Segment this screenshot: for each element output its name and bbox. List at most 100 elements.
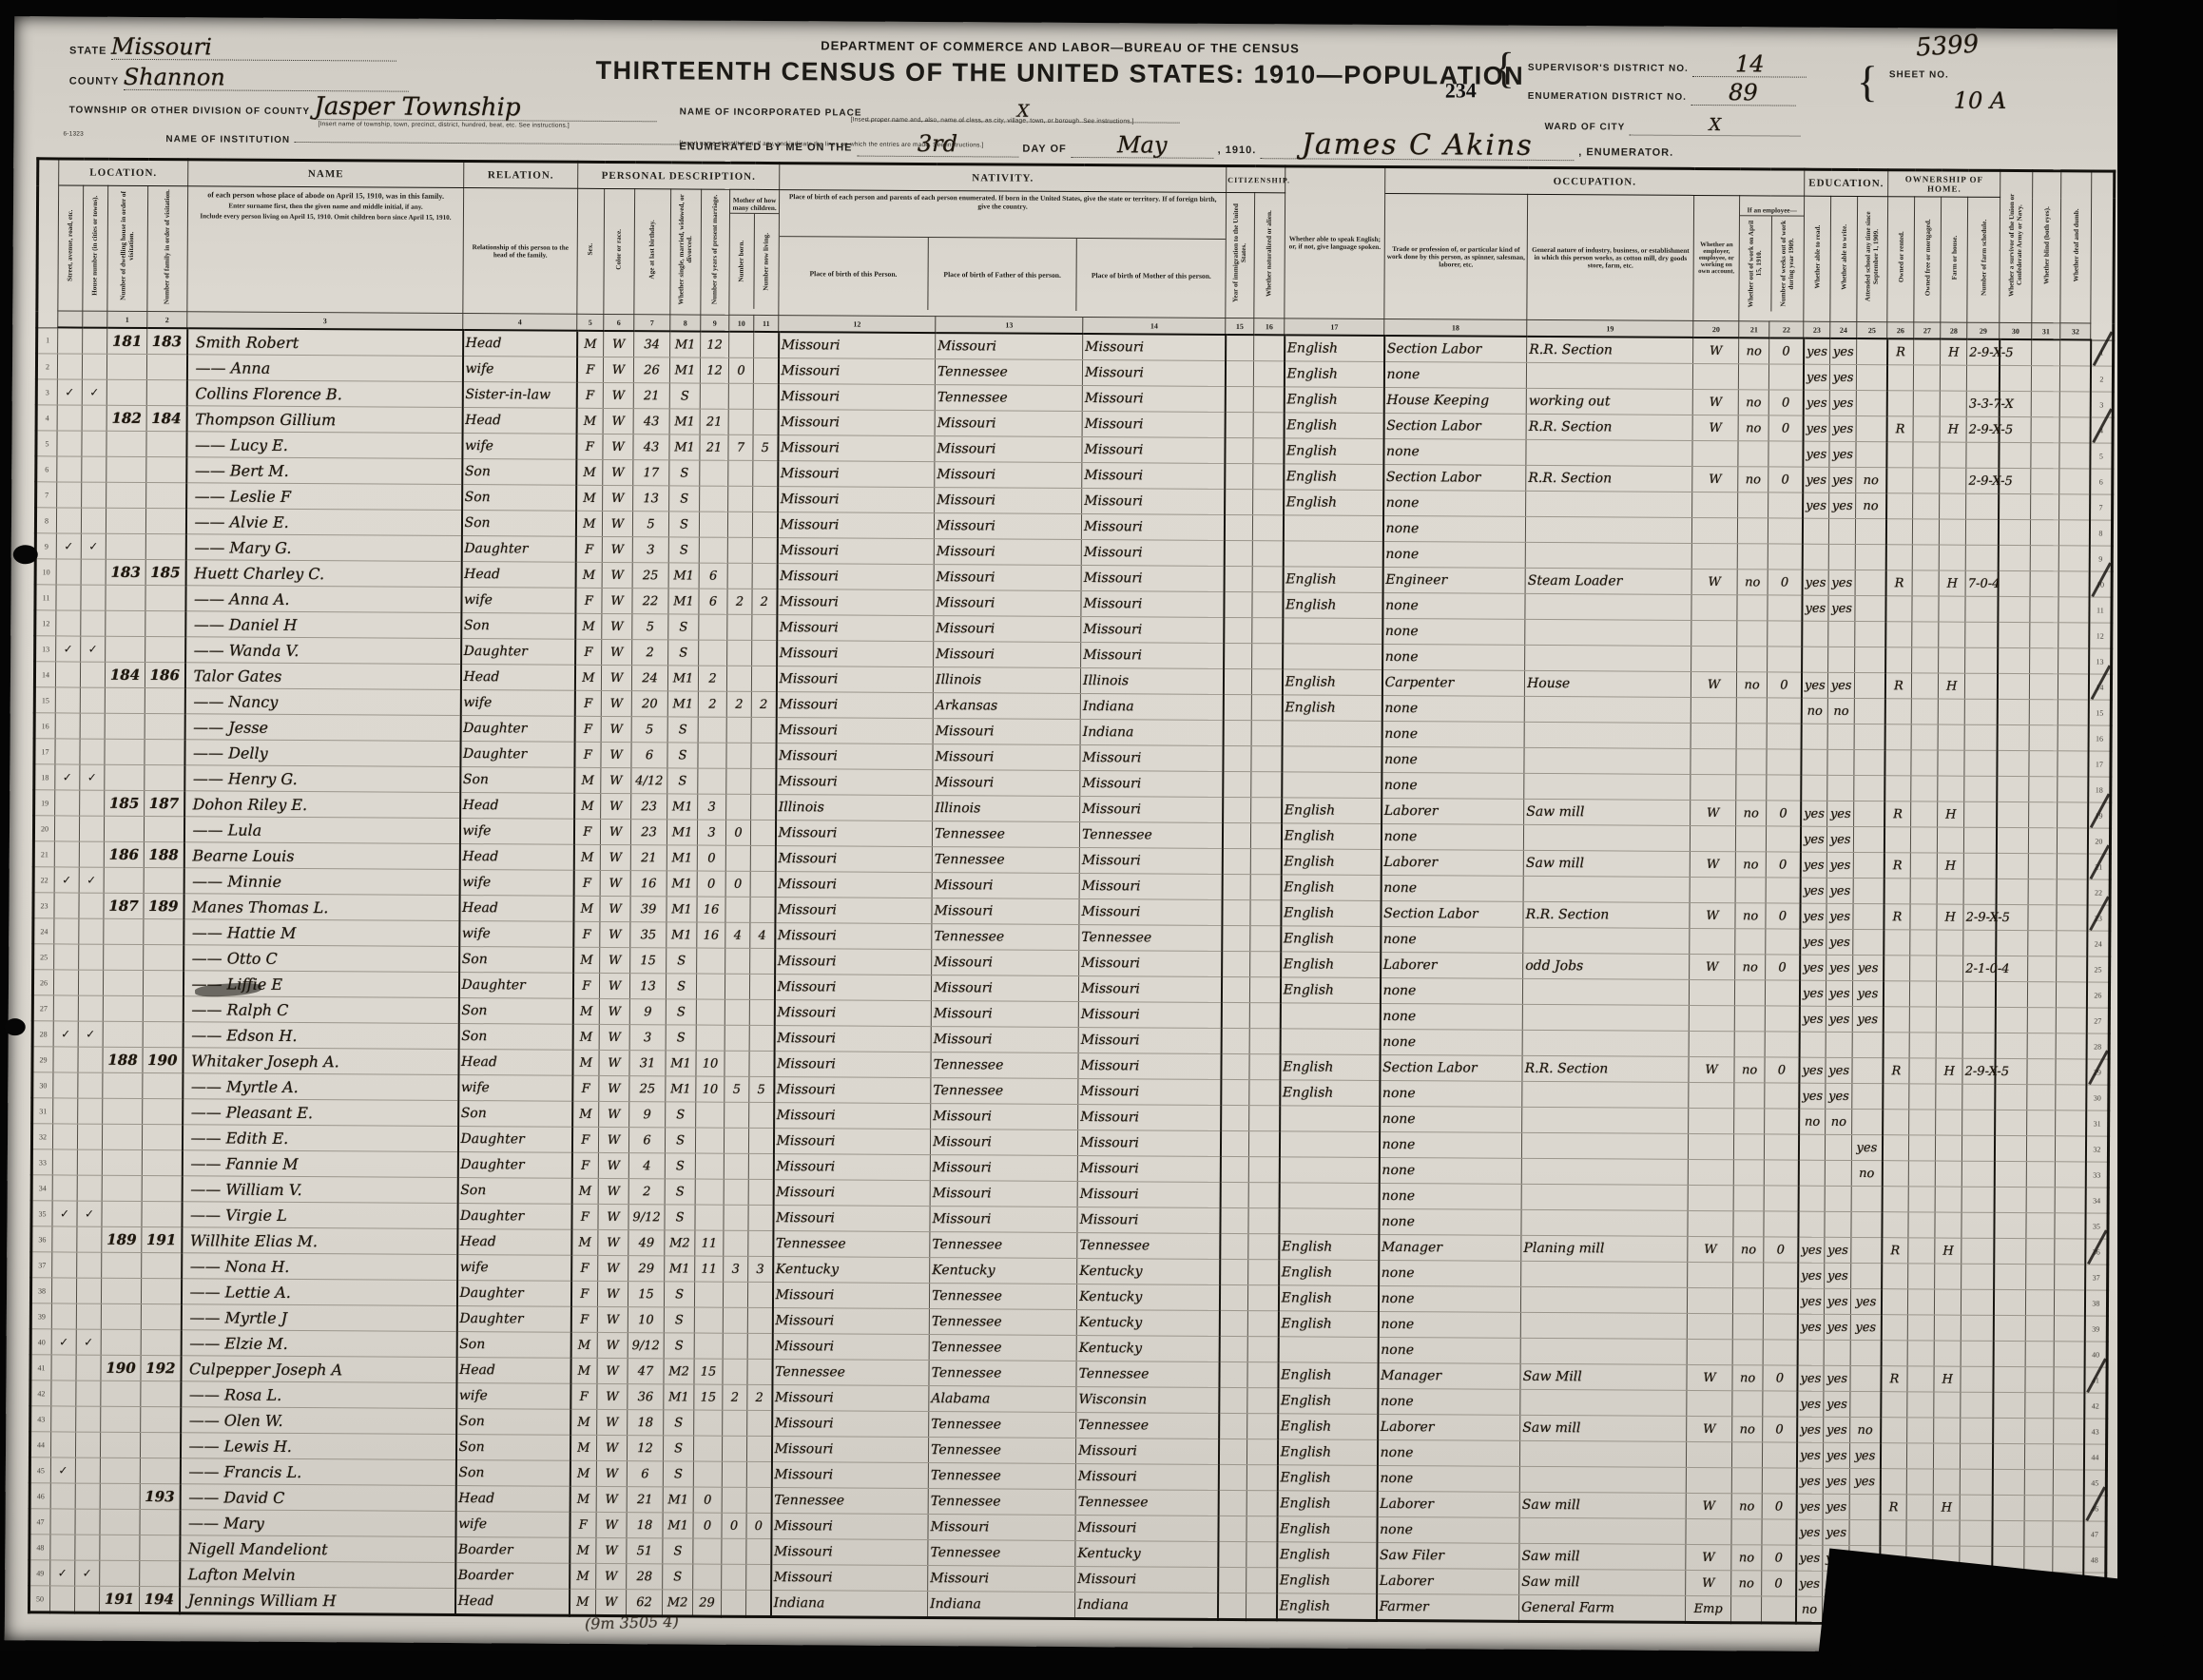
can-read: yes	[1796, 1442, 1824, 1469]
line-number: 8	[35, 507, 57, 533]
free-mortgaged	[1906, 1519, 1934, 1547]
occupation: Laborer	[1380, 952, 1523, 979]
marital-status: S	[664, 1332, 695, 1360]
can-write: yes	[1829, 364, 1857, 391]
color-race: W	[598, 1178, 629, 1205]
marital-status: M1	[666, 896, 698, 923]
language: English	[1277, 1490, 1378, 1517]
sex: F	[576, 357, 604, 383]
person-name: —— Otto C	[183, 944, 459, 973]
weeks-out	[1767, 748, 1802, 776]
occupation: none	[1379, 1106, 1522, 1133]
father-birthplace: Tennessee	[929, 1334, 1077, 1361]
occupation: House Keeping	[1383, 387, 1527, 415]
free-mortgaged	[1908, 1134, 1936, 1162]
can-write: yes	[1823, 1391, 1851, 1418]
language: English	[1283, 566, 1383, 593]
can-read	[1801, 621, 1829, 647]
owned-rented: R	[1884, 852, 1911, 879]
column-number: 22	[1768, 320, 1804, 338]
employer-class	[1686, 1467, 1732, 1494]
occupation: Section Labor	[1383, 413, 1527, 440]
civil-war-survivor	[1995, 930, 2029, 956]
free-mortgaged	[1907, 1288, 1935, 1316]
civil-war-survivor	[1992, 1443, 2025, 1470]
birthplace: Missouri	[775, 768, 933, 796]
naturalized	[1249, 1053, 1281, 1080]
col-can-write: Whether able to write.	[1829, 196, 1858, 322]
mother-birthplace: Indiana	[1080, 693, 1224, 721]
family-number	[140, 1432, 181, 1458]
weeks-out	[1765, 1005, 1800, 1033]
attended-school	[1852, 1032, 1884, 1058]
check-mark-a: ✓	[57, 378, 83, 406]
family-number	[146, 354, 187, 380]
immigration-year	[1223, 745, 1252, 772]
industry	[1522, 1004, 1690, 1032]
owned-rented: R	[1881, 1237, 1909, 1264]
naturalized	[1253, 360, 1285, 387]
column-number: 28	[1940, 322, 1967, 339]
relation: wife	[459, 818, 574, 845]
occupation: none	[1379, 1080, 1523, 1108]
industry: Saw mill	[1523, 850, 1691, 878]
language	[1282, 720, 1382, 747]
farm-schedule: 2-9-X-5	[1965, 468, 2013, 494]
occupation: none	[1379, 1183, 1522, 1210]
employer-class: W	[1685, 1570, 1731, 1596]
line-number: 22	[33, 866, 55, 893]
weeks-out	[1768, 543, 1803, 570]
check-mark-a	[56, 481, 82, 509]
occupation: none	[1381, 772, 1525, 800]
person-name: Lafton Melvin	[179, 1560, 455, 1589]
years-married: 29	[692, 1590, 722, 1617]
free-mortgaged	[1911, 647, 1939, 674]
deaf-dumb	[2057, 853, 2088, 879]
col-dwelling-number: Number of dwelling house in order of vis…	[106, 185, 148, 312]
line-number-right: 38	[2084, 1289, 2108, 1317]
civil-war-survivor	[1998, 545, 2031, 571]
immigration-year	[1218, 1490, 1247, 1516]
owned-rented: R	[1883, 1057, 1910, 1084]
person-name: —— Lewis H.	[180, 1432, 456, 1460]
attended-school	[1854, 749, 1885, 776]
employer-class	[1691, 723, 1737, 749]
farm-or-house: H	[1933, 1495, 1961, 1521]
children-living	[750, 768, 776, 795]
can-read	[1798, 1160, 1826, 1187]
birthplace: Missouri	[778, 383, 936, 411]
dwelling-number	[102, 1149, 143, 1176]
dwelling-number	[106, 354, 147, 380]
farm-or-house	[1934, 1289, 1961, 1316]
farm-schedule	[1963, 776, 1998, 802]
free-mortgaged	[1912, 570, 1940, 597]
mother-birthplace: Missouri	[1081, 488, 1225, 515]
free-mortgaged	[1909, 955, 1937, 982]
birthplace: Missouri	[776, 589, 935, 616]
line-number-right: 27	[2086, 1007, 2110, 1034]
weeks-out	[1763, 1339, 1798, 1366]
marital-status: M1	[667, 844, 698, 872]
relation: Son	[456, 1331, 571, 1359]
check-mark-b	[80, 713, 106, 740]
can-read: yes	[1803, 364, 1830, 391]
father-birthplace: Tennessee	[928, 1411, 1076, 1439]
line-number: 37	[30, 1251, 52, 1278]
column-number: 3	[186, 311, 463, 331]
farm-schedule	[1960, 1520, 1993, 1547]
farm-or-house	[1939, 468, 1967, 494]
check-mark-b	[82, 405, 107, 432]
relation: wife	[459, 869, 574, 897]
industry	[1523, 773, 1691, 801]
out-of-work: no	[1731, 1493, 1763, 1519]
years-married: 21	[700, 409, 729, 435]
marital-status: S	[664, 1306, 695, 1334]
blind	[2028, 801, 2058, 828]
employer-class: W	[1692, 389, 1739, 415]
check-mark-a	[53, 994, 79, 1022]
line-number: 1	[36, 327, 58, 354]
immigration-year	[1217, 1541, 1247, 1568]
owned-rented	[1883, 955, 1910, 981]
check-mark-a	[56, 455, 82, 483]
farm-or-house: H	[1940, 338, 1967, 366]
